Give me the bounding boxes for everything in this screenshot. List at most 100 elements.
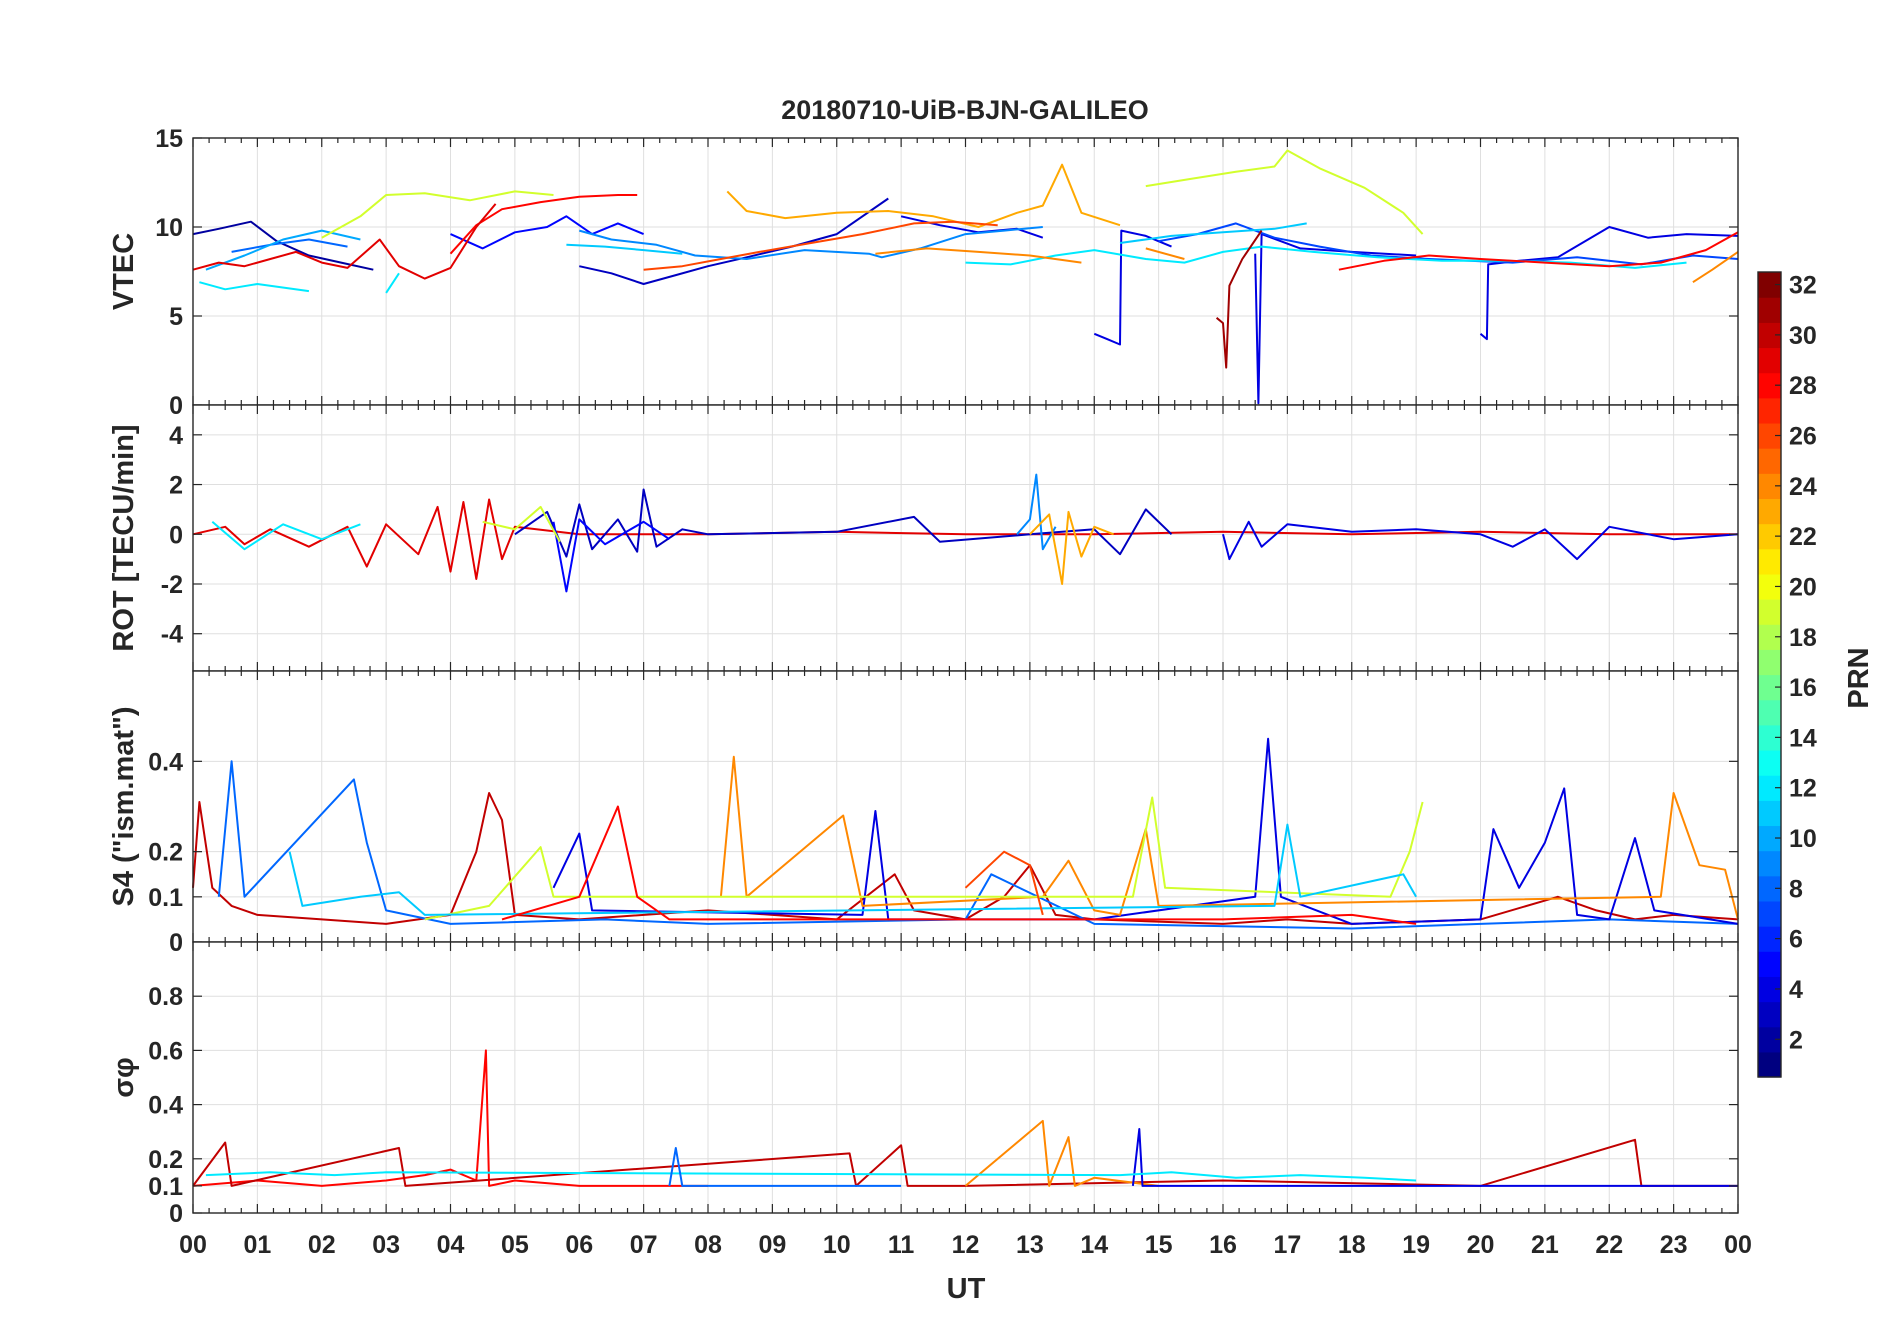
colorbar-label: PRN: [1843, 647, 1875, 708]
colorbar-tick-label: 14: [1789, 724, 1817, 752]
x-tick-label: 15: [1145, 1231, 1173, 1259]
series-line-prn-23: [1029, 510, 1114, 585]
x-tick-label: 06: [565, 1231, 593, 1259]
series-line-prn-24: [1145, 247, 1185, 260]
colorbar-swatch: [1758, 1051, 1781, 1078]
x-tick-label: 03: [372, 1231, 400, 1259]
colorbar-swatch: [1758, 523, 1781, 550]
series-line-prn-24: [964, 1119, 1159, 1187]
x-tick-label: 10: [823, 1231, 851, 1259]
colorbar-tick-label: 12: [1789, 775, 1817, 803]
colorbar-box: [1757, 271, 1782, 1078]
series-line-prn-5: [450, 215, 644, 250]
y-tick-label: 0: [169, 521, 183, 549]
x-tick-label: 05: [501, 1231, 529, 1259]
series-line-prn-26: [643, 220, 998, 271]
colorbar-tick-label: 4: [1789, 976, 1803, 1004]
colorbar-tick-label: 28: [1789, 372, 1817, 400]
y-tick-label: 0: [169, 1200, 183, 1228]
series-line-prn-8: [217, 760, 1739, 930]
y-tick-label: 0.2: [148, 1146, 183, 1174]
series-line-prn-12: [385, 272, 400, 294]
colorbar-swatch: [1758, 599, 1781, 625]
x-tick-label: 14: [1080, 1231, 1108, 1259]
x-axis-tick-labels: 00 01 02 03 04 05 06 07 08 09 10 11 12 13 14 15 16 17 18 19…: [179, 1231, 1752, 1259]
x-tick-label: 00: [1724, 1231, 1752, 1259]
y-tick-label: 0.1: [148, 1173, 183, 1201]
colorbar-swatch: [1758, 775, 1781, 801]
series-line-prn-24: [875, 247, 1082, 264]
colorbar-tick-label: 24: [1789, 473, 1817, 501]
x-tick-label: 21: [1531, 1231, 1559, 1259]
colorbar-tick-label: 6: [1789, 926, 1803, 954]
y-tick-label: 0.2: [148, 839, 183, 867]
colorbar-swatch: [1758, 850, 1781, 877]
colorbar-swatch: [1758, 951, 1781, 977]
x-tick-label: 01: [243, 1231, 271, 1259]
colorbar-swatch: [1758, 448, 1781, 474]
colorbar-swatch: [1758, 372, 1781, 399]
colorbar-swatch: [1758, 347, 1781, 374]
y-axis-label: S4 ("ism.mat"): [108, 707, 140, 907]
series-line-prn-5: [552, 518, 670, 593]
x-tick-label: 07: [630, 1231, 658, 1259]
colorbar-tick-label: 30: [1789, 322, 1817, 350]
colorbar-swatch: [1758, 322, 1781, 349]
x-tick-label: 19: [1402, 1231, 1430, 1259]
series-line-prn-12: [211, 521, 361, 551]
series-line-prn-8: [668, 1147, 902, 1187]
y-tick-label: -4: [161, 621, 183, 649]
x-tick-label: 16: [1209, 1231, 1237, 1259]
colorbar-swatch: [1758, 624, 1781, 650]
series-line-prn-4: [1093, 229, 1172, 346]
x-tick-label: 13: [1016, 1231, 1044, 1259]
colorbar-tick-label: 2: [1789, 1026, 1803, 1054]
y-tick-label: 4: [169, 422, 183, 450]
colorbar-swatch: [1758, 649, 1781, 676]
series-line-prn-4: [1479, 226, 1739, 341]
panel-sigma-phi: 00.10.2 0.4 0.6 0.8 σφ: [108, 941, 1739, 1228]
x-axis-label: UT: [947, 1273, 986, 1305]
colorbar-swatch: [1758, 724, 1781, 751]
series-line-prn-28: [1338, 231, 1739, 271]
y-tick-label: 0.4: [148, 748, 183, 776]
y-tick-label: 0.6: [148, 1037, 183, 1065]
series-line-prn-4: [1254, 233, 1417, 405]
series-line-prn-19: [1145, 149, 1424, 235]
series-line-prn-4: [552, 737, 1739, 925]
y-tick-label: -2: [161, 571, 183, 599]
y-tick-label: 2: [169, 472, 183, 500]
series-line-prn-29: [192, 203, 497, 280]
series-line-prn-26: [964, 850, 1044, 916]
x-tick-label: 12: [952, 1231, 980, 1259]
panel-s4: 0 0.1 0.2 0.4 S4 ("ism.mat"): [108, 670, 1739, 957]
series-line-prn-29: [192, 498, 1738, 580]
series-line-prn-12: [205, 1171, 1417, 1182]
y-tick-label: 0.4: [148, 1092, 183, 1120]
x-tick-label: 00: [179, 1231, 207, 1259]
x-tick-label: 09: [758, 1231, 786, 1259]
colorbar-swatch: [1758, 548, 1781, 575]
colorbar-swatch: [1758, 1026, 1781, 1053]
colorbar-swatch: [1758, 1001, 1781, 1028]
series-line-prn-11: [1119, 222, 1307, 244]
series-line-prn-24: [719, 755, 1739, 920]
y-tick-label: 5: [169, 303, 183, 331]
series-line-prn-19: [321, 190, 554, 239]
y-axis-label: σφ: [108, 1057, 140, 1098]
x-tick-label: 23: [1660, 1231, 1688, 1259]
colorbar-swatch: [1758, 498, 1781, 525]
colorbar-swatch: [1758, 926, 1781, 952]
colorbar-swatch: [1758, 473, 1781, 500]
colorbar-tick-label: 8: [1789, 875, 1803, 903]
x-tick-label: 11: [888, 1231, 915, 1259]
colorbar-swatch: [1758, 825, 1781, 852]
series-line-prn-11: [566, 243, 683, 255]
colorbar-swatch: [1758, 749, 1781, 776]
x-tick-label: 08: [694, 1231, 722, 1259]
colorbar-swatch: [1758, 297, 1781, 323]
x-tick-label: 02: [308, 1231, 336, 1259]
colorbar-swatch: [1758, 397, 1781, 424]
